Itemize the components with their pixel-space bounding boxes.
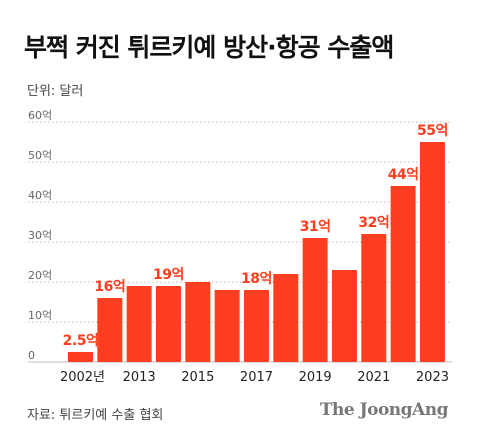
data-label: 19억 [153, 267, 184, 283]
unit-label: 단위: 달러 [27, 84, 84, 99]
data-label: 44억 [388, 167, 419, 183]
y-tick-label: 30억 [28, 229, 52, 242]
source-note: 자료: 튀르키예 수출 협회 [27, 408, 164, 423]
x-tick-label: 2021 [357, 370, 390, 385]
x-tick-label: 2023 [416, 370, 449, 385]
x-axis-ticks: 2002년 2013 2015 2017 2019 2021 2023 [60, 370, 449, 385]
y-tick-label: 50억 [28, 149, 52, 162]
bars [68, 142, 445, 362]
data-label: 2.5억 [63, 333, 99, 349]
y-tick-label: 20억 [28, 269, 52, 282]
data-label: 18억 [241, 271, 272, 287]
bar-2022 [390, 186, 416, 362]
y-tick-label: 40억 [28, 189, 52, 202]
data-label: 55억 [417, 123, 448, 139]
chart-title: 부쩍 커진 튀르키예 방산·항공 수출액 [24, 33, 394, 62]
data-label: 16억 [94, 279, 125, 295]
x-tick-label: 2017 [240, 370, 273, 385]
y-tick-label: 0 [28, 349, 35, 362]
data-labels: 2.5억 16억 19억 18억 31억 32억 44억 55억 [63, 123, 449, 349]
bar-2020 [331, 270, 357, 362]
data-label: 31억 [300, 219, 331, 235]
gridlines [28, 121, 452, 363]
x-tick-label: 2015 [181, 370, 214, 385]
y-axis-ticks: 0 10억 20억 30억 40억 50억 60억 [28, 109, 52, 362]
y-tick-label: 10억 [28, 309, 52, 322]
bar-2023 [419, 142, 445, 362]
data-label: 32억 [358, 215, 389, 231]
bar-2016 [214, 290, 240, 362]
bar-2002 [68, 352, 93, 362]
bar-2013 [126, 286, 152, 362]
y-tick-label: 60억 [28, 109, 52, 122]
bar-2015 [185, 282, 211, 362]
bar-2018 [273, 274, 299, 362]
bar-2019 [302, 238, 328, 362]
x-tick-label: 2013 [123, 370, 156, 385]
bar-2012 [97, 298, 123, 362]
bar-2017 [243, 290, 269, 362]
bar-2014 [155, 286, 181, 362]
x-tick-label: 2019 [299, 370, 332, 385]
brand-logo: The JoongAng [319, 400, 449, 420]
x-tick-label: 2002년 [60, 370, 105, 385]
bar-2021 [361, 234, 387, 362]
